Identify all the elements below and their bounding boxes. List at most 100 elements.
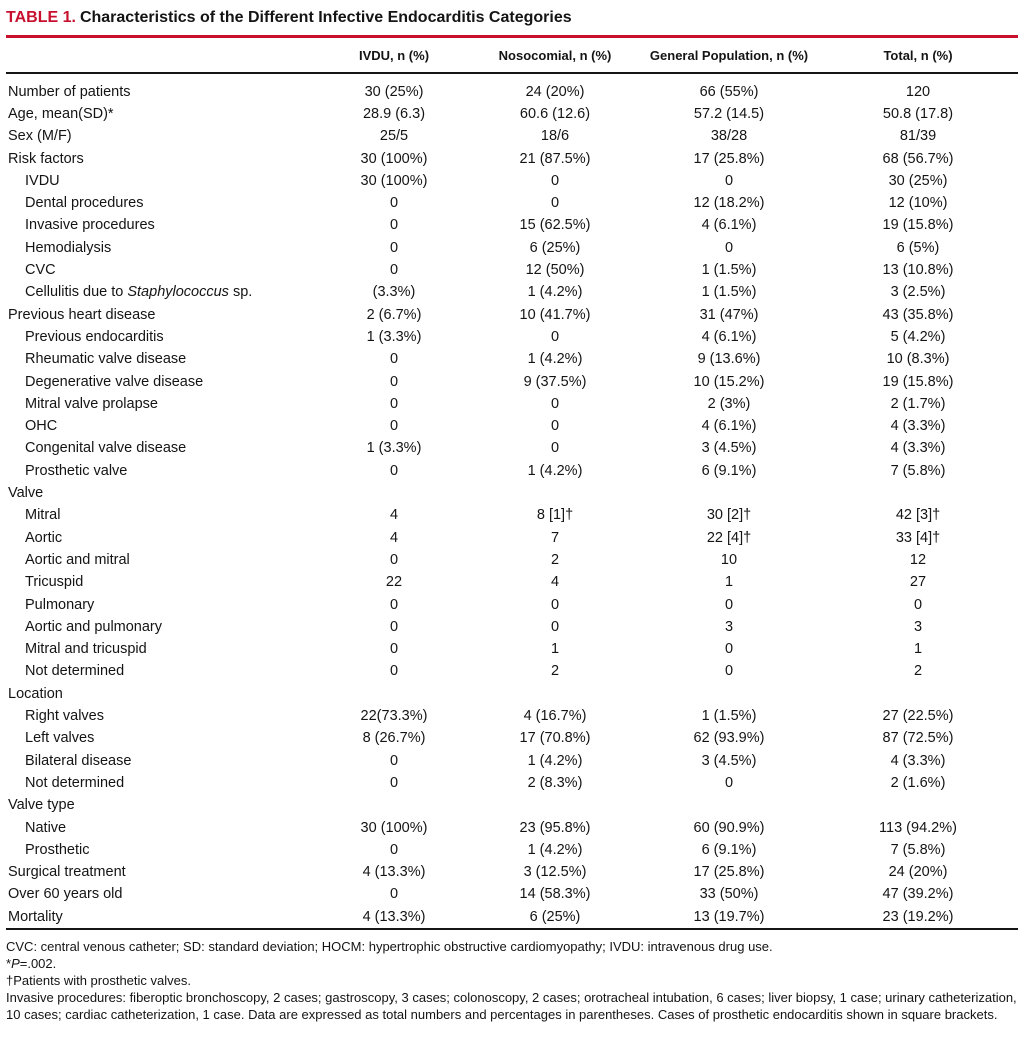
section-header-row: Valve xyxy=(6,482,1018,504)
table-cell xyxy=(318,482,470,504)
table-cell: 0 xyxy=(389,373,399,390)
table-cell: 1 xyxy=(724,574,734,591)
table-cell xyxy=(818,794,1018,816)
table-cell: 4 (6.1%) xyxy=(701,328,757,345)
table-body: Number of patients 30 (25%) 24 (20%) 66 (55… xyxy=(6,73,1018,929)
table-cell: 12 xyxy=(909,551,927,568)
table-cell: 5 (4.2%) xyxy=(890,328,946,345)
table-cell: 68 (56.7%) xyxy=(882,150,954,167)
table-cell: 4 (16.7%) xyxy=(523,708,587,725)
row-label: Valve type xyxy=(8,797,75,814)
table-cell: 4 (13.3%) xyxy=(362,908,426,925)
table-cell: 4 xyxy=(550,574,560,591)
characteristics-table: IVDU, n (%) Nosocomial, n (%) General Popu… xyxy=(6,38,1018,930)
table-row: Aortic 4 7 22 [4]† 33 [4]† xyxy=(6,527,1018,549)
table-cell: 0 xyxy=(389,217,399,234)
table-cell: 3 (4.5%) xyxy=(701,440,757,457)
table-cell: 2 (1.7%) xyxy=(890,395,946,412)
table-row: Hemodialysis 0 6 (25%) 0 6 (5%) xyxy=(6,237,1018,259)
row-label: Location xyxy=(8,685,63,702)
row-label: Valve xyxy=(8,485,44,502)
table-row: Dental procedures 0 0 12 (18.2%) 12 (10%) xyxy=(6,192,1018,214)
table-cell: 19 (15.8%) xyxy=(882,217,954,234)
table-row: Native 30 (100%) 23 (95.8%) 60 (90.9%) 113 (… xyxy=(6,817,1018,839)
table-cell: 0 xyxy=(550,328,560,345)
table-cell: 24 (20%) xyxy=(525,83,585,100)
row-label: Sex (M/F) xyxy=(8,128,72,145)
table-row: IVDU 30 (100%) 0 0 30 (25%) xyxy=(6,170,1018,192)
table-cell: 0 xyxy=(724,172,734,189)
table-row: Mortality 4 (13.3%) 6 (25%) 13 (19.7%) 23 (1… xyxy=(6,906,1018,929)
table-cell: 60.6 (12.6) xyxy=(519,106,591,122)
table-row: Left valves 8 (26.7%) 17 (70.8%) 62 (93.9%)… xyxy=(6,727,1018,749)
table-cell: 120 xyxy=(905,83,931,100)
table-row: Rheumatic valve disease 0 1 (4.2%) 9 (13.6%… xyxy=(6,348,1018,370)
table-cell: 1 (4.2%) xyxy=(527,841,583,858)
footnote: CVC: central venous catheter; SD: standa… xyxy=(6,938,773,954)
table-cell: 1 (4.2%) xyxy=(527,752,583,769)
table-cell: 13 (19.7%) xyxy=(693,908,765,925)
row-label: Not determined xyxy=(25,663,125,680)
row-label: Congenital valve disease xyxy=(25,440,187,457)
column-header: General Population, n (%) xyxy=(640,38,818,74)
table-cell: 0 xyxy=(389,841,399,858)
table-cell: 17 (25.8%) xyxy=(693,150,765,167)
table-cell: 0 xyxy=(550,618,560,635)
table-cell: 1 (1.5%) xyxy=(701,262,757,279)
column-header: IVDU, n (%) xyxy=(318,38,470,74)
row-label: Not determined xyxy=(25,774,125,791)
row-label: Degenerative valve disease xyxy=(25,373,204,390)
table-cell: 0 xyxy=(550,172,560,189)
table-cell xyxy=(318,683,470,705)
table-number-label: TABLE 1. xyxy=(6,9,76,26)
table-cell: 15 (62.5%) xyxy=(519,217,591,234)
row-label: Right valves xyxy=(25,708,104,725)
table-cell: 1 (3.3%) xyxy=(366,440,422,457)
table-row: Cellulitis due to Staphylococcus sp. (3.3… xyxy=(6,281,1018,303)
table-cell: 2 xyxy=(550,551,560,568)
table-cell: 1 (1.5%) xyxy=(701,284,757,301)
table-cell: 81/39 xyxy=(899,128,937,145)
row-label: Left valves xyxy=(25,730,95,747)
table-cell: 1 (4.2%) xyxy=(527,284,583,301)
table-cell: 17 (70.8%) xyxy=(519,730,591,747)
table-cell: 0 xyxy=(550,395,560,412)
table-cell: 9 (13.6%) xyxy=(697,351,761,368)
table-row: Risk factors 30 (100%) 21 (87.5%) 17 (25.8%… xyxy=(6,148,1018,170)
row-label: Dental procedures xyxy=(25,195,144,212)
table-cell: 0 xyxy=(550,195,560,212)
table-cell: 30 [2]† xyxy=(706,507,752,524)
table-cell xyxy=(470,482,640,504)
table-cell: 4 (3.3%) xyxy=(890,418,946,435)
table-cell: 7 xyxy=(550,529,560,546)
row-label: Tricuspid xyxy=(25,574,84,591)
table-cell: 2 xyxy=(913,663,923,680)
table-cell: 7 (5.8%) xyxy=(890,462,946,479)
table-cell: 0 xyxy=(389,262,399,279)
table-cell: 30 (25%) xyxy=(888,172,948,189)
table-cell: 4 (13.3%) xyxy=(362,864,426,881)
row-label: Mortality xyxy=(8,908,63,925)
table-row: Over 60 years old 0 14 (58.3%) 33 (50%) 47 (… xyxy=(6,883,1018,905)
table-cell: 1 (4.2%) xyxy=(527,351,583,368)
row-label: Aortic and mitral xyxy=(25,551,130,568)
table-cell: 1 xyxy=(550,641,560,658)
table-cell: 25/5 xyxy=(379,128,409,145)
table-cell: 0 xyxy=(389,886,399,903)
table-row: Invasive procedures 0 15 (62.5%) 4 (6.1%) 19… xyxy=(6,214,1018,236)
table-cell: 7 (5.8%) xyxy=(890,841,946,858)
table-row: Pulmonary 0 0 0 0 xyxy=(6,594,1018,616)
table-cell: 4 (6.1%) xyxy=(701,217,757,234)
table-cell: 1 (4.2%) xyxy=(527,462,583,479)
table-cell: 3 (4.5%) xyxy=(701,752,757,769)
column-header: Total, n (%) xyxy=(818,38,1018,74)
table-cell: 6 (25%) xyxy=(529,908,581,925)
column-header: Nosocomial, n (%) xyxy=(470,38,640,74)
table-row: Previous endocarditis 1 (3.3%) 0 4 (6.1%) 5 … xyxy=(6,326,1018,348)
title-divider-rule xyxy=(6,35,1018,38)
row-label: Surgical treatment xyxy=(8,864,126,881)
row-label: Native xyxy=(25,819,67,836)
table-cell: 0 xyxy=(389,418,399,435)
table-cell: 30 (100%) xyxy=(360,150,428,167)
table-cell: 62 (93.9%) xyxy=(693,730,765,747)
